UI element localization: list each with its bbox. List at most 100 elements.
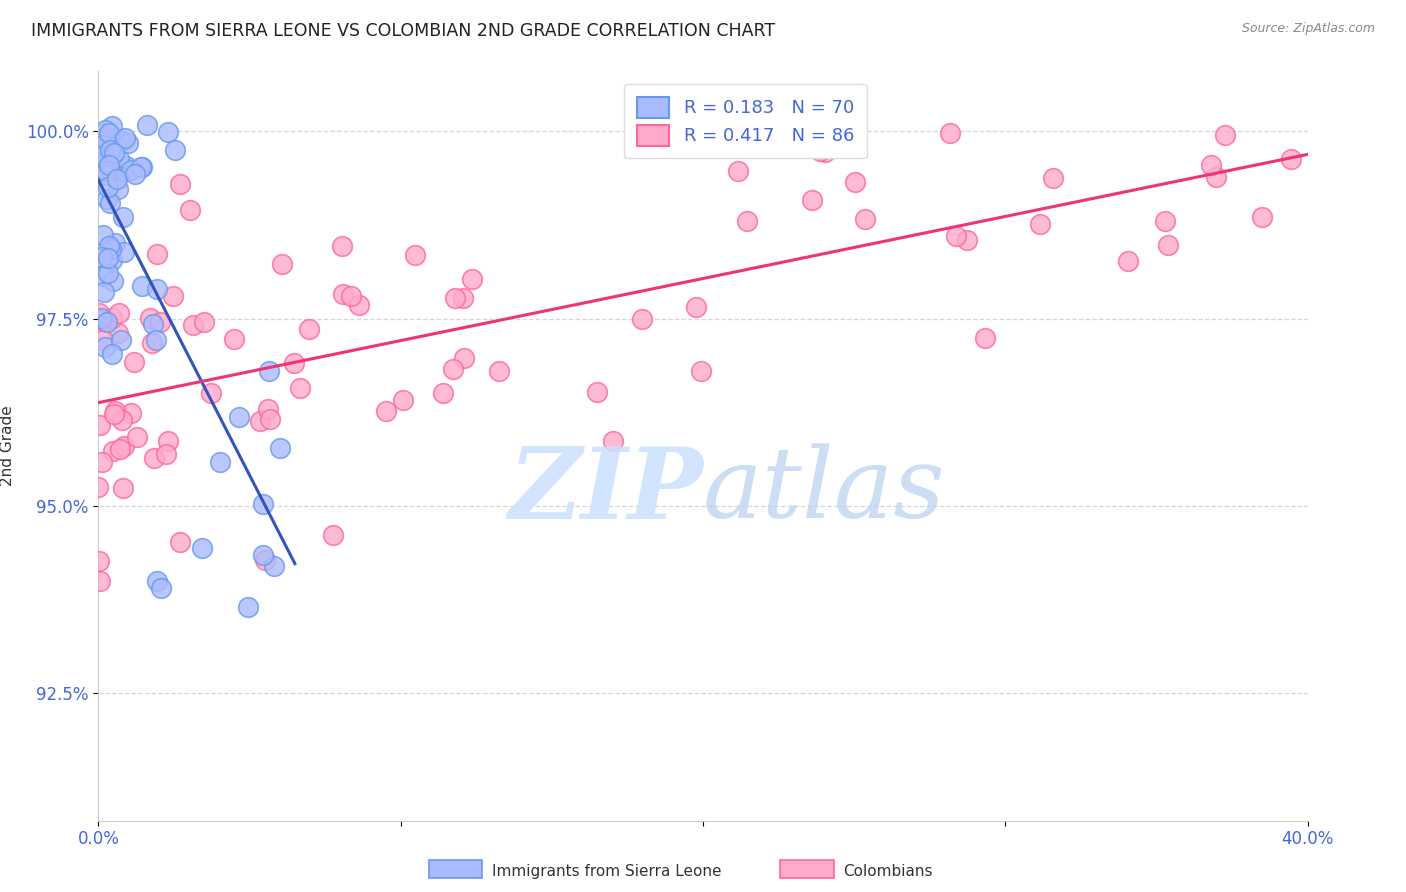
Point <box>100 156 122 170</box>
Point <box>142 318 165 332</box>
Point <box>288 381 311 395</box>
Point <box>631 311 654 326</box>
Point <box>108 306 131 320</box>
Point <box>165 143 187 157</box>
Point <box>103 145 125 160</box>
Text: Source: ZipAtlas.com: Source: ZipAtlas.com <box>1241 22 1375 36</box>
Point <box>224 332 246 346</box>
Point <box>101 444 124 458</box>
Point <box>97 266 120 280</box>
Point <box>101 347 124 361</box>
Point <box>488 364 510 378</box>
Point <box>432 385 454 400</box>
Point <box>87 554 110 568</box>
Point <box>103 404 125 418</box>
Text: atlas: atlas <box>703 443 946 539</box>
Point <box>252 548 274 562</box>
Point <box>800 193 823 207</box>
Point <box>145 247 167 261</box>
Point <box>112 245 135 260</box>
Point <box>1156 237 1178 252</box>
Point <box>93 285 115 299</box>
Point <box>150 582 173 596</box>
Point <box>586 385 609 400</box>
Point <box>107 326 129 340</box>
Point <box>200 385 222 400</box>
Point <box>101 252 124 267</box>
Point <box>97 137 120 152</box>
Point <box>111 135 134 149</box>
Point <box>89 152 111 166</box>
Legend: R = 0.183   N = 70, R = 0.417   N = 86: R = 0.183 N = 70, R = 0.417 N = 86 <box>624 84 866 159</box>
Point <box>89 127 111 141</box>
Point <box>91 250 114 264</box>
Point <box>330 238 353 252</box>
Point <box>1279 152 1302 166</box>
Point <box>96 169 118 183</box>
Point <box>602 434 624 448</box>
Point <box>149 315 172 329</box>
Point <box>347 298 370 312</box>
Point <box>115 159 138 173</box>
Point <box>443 362 465 376</box>
Point <box>97 158 120 172</box>
Point <box>101 310 124 325</box>
Point <box>94 340 117 354</box>
Point <box>238 600 260 615</box>
Point <box>461 272 484 286</box>
Point <box>814 145 837 159</box>
Point <box>98 164 121 178</box>
Point <box>257 401 280 416</box>
Point <box>1154 213 1177 227</box>
Point <box>162 288 184 302</box>
Point <box>297 322 319 336</box>
Point <box>105 172 128 186</box>
Point <box>96 192 118 206</box>
Point <box>90 310 112 325</box>
Point <box>131 161 153 175</box>
Point <box>87 149 110 163</box>
Point <box>112 438 135 452</box>
Point <box>322 528 344 542</box>
Point <box>111 210 134 224</box>
Point <box>90 455 112 469</box>
Point <box>451 291 474 305</box>
Text: ZIP: ZIP <box>508 442 703 539</box>
Point <box>939 126 962 140</box>
Point <box>108 442 131 456</box>
Point <box>690 364 713 378</box>
Point <box>101 120 124 134</box>
Point <box>96 164 118 178</box>
Point <box>89 141 111 155</box>
Point <box>727 164 749 178</box>
Point <box>145 574 167 588</box>
Point <box>93 132 115 146</box>
Point <box>110 333 132 347</box>
Point <box>131 279 153 293</box>
Point <box>104 236 127 251</box>
Point <box>145 333 167 347</box>
Point <box>193 315 215 329</box>
Point <box>391 392 413 407</box>
Point <box>1250 210 1272 224</box>
Point <box>228 409 250 424</box>
Point <box>252 497 274 511</box>
Point <box>131 161 153 175</box>
Point <box>157 434 180 448</box>
Point <box>1116 253 1139 268</box>
Point <box>179 202 201 217</box>
Point <box>91 137 114 152</box>
Point <box>181 318 204 333</box>
Point <box>792 133 814 147</box>
Point <box>97 252 120 266</box>
Point <box>89 417 111 432</box>
Point <box>269 441 291 455</box>
Point <box>107 169 129 183</box>
Point <box>111 413 134 427</box>
Point <box>89 574 111 588</box>
Point <box>145 283 167 297</box>
Point <box>100 242 122 256</box>
Point <box>111 481 134 495</box>
Point <box>853 212 876 227</box>
Point <box>974 330 997 344</box>
